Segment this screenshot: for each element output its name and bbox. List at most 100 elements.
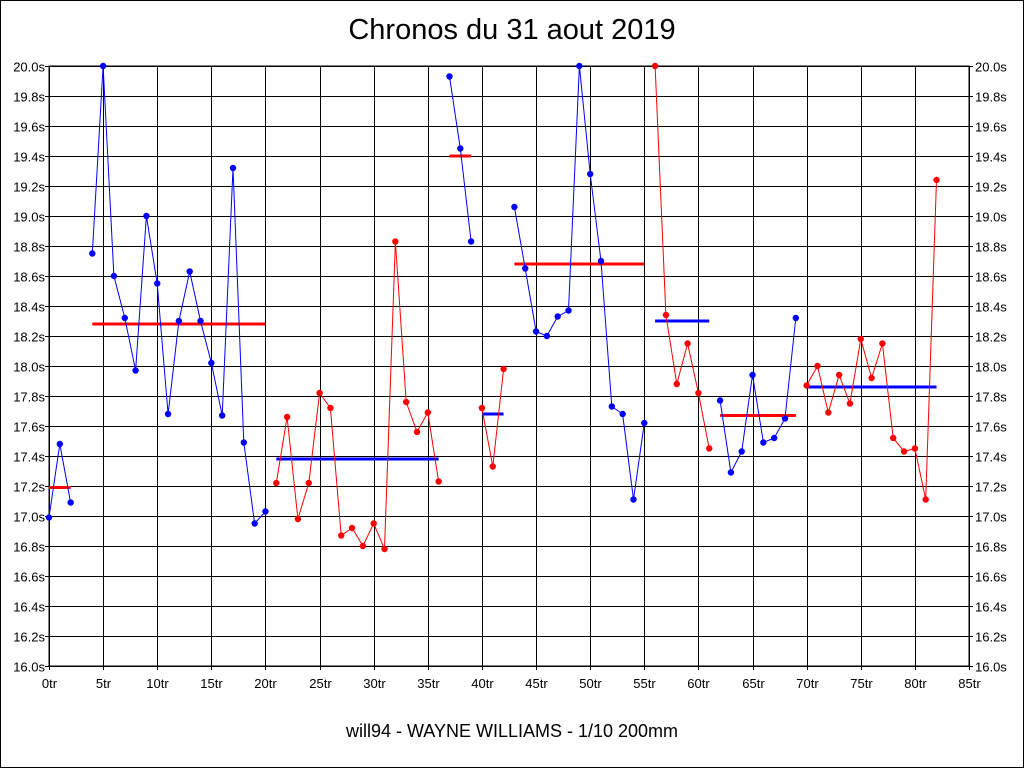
series-line xyxy=(513,65,645,500)
data-point xyxy=(424,409,432,416)
data-point xyxy=(522,265,529,272)
data-point xyxy=(89,250,96,257)
y-tick-label: 17.0s xyxy=(13,510,45,525)
y-tick-label: 18.2s xyxy=(13,330,45,345)
y-tick-label: 18.0s xyxy=(13,360,45,375)
y-tick-label: 16.4s xyxy=(13,600,45,615)
y-tick-label-right: 19.2s xyxy=(975,180,1007,195)
data-point xyxy=(121,314,128,322)
y-tick-label: 18.6s xyxy=(13,270,45,285)
data-point xyxy=(890,434,897,442)
data-point xyxy=(446,73,453,80)
data-point xyxy=(803,382,810,389)
x-tick-label: 5tr xyxy=(96,676,112,691)
y-tick-label: 17.4s xyxy=(13,450,45,465)
data-point xyxy=(922,496,929,503)
y-tick-label: 19.8s xyxy=(13,90,45,105)
data-point xyxy=(500,365,507,373)
data-point xyxy=(348,524,356,532)
data-point xyxy=(706,445,713,452)
tick-labels-layer: 16.0s 16.0s 16.2s 16.2s 16.4s 16.4s 16.6s 16.6s… xyxy=(13,60,1007,692)
data-point xyxy=(662,311,670,319)
data-point xyxy=(110,272,118,280)
y-tick-label: 17.6s xyxy=(13,420,45,435)
data-point xyxy=(586,170,594,178)
data-point xyxy=(641,419,648,427)
data-point xyxy=(554,313,561,320)
y-tick-label-right: 19.4s xyxy=(975,150,1007,165)
data-point xyxy=(716,397,724,404)
x-tick-label: 50tr xyxy=(579,676,602,691)
y-tick-label-right: 16.2s xyxy=(975,630,1007,645)
y-tick-label-right: 19.6s xyxy=(975,120,1007,135)
data-point xyxy=(727,469,735,476)
data-point xyxy=(359,542,367,550)
data-point xyxy=(99,62,107,70)
y-tick-label-right: 18.6s xyxy=(975,270,1007,285)
data-point xyxy=(132,367,139,374)
x-tick-label: 85tr xyxy=(958,676,981,691)
data-point xyxy=(208,359,215,367)
y-tick-label: 19.6s xyxy=(13,120,45,135)
x-tick-label: 75tr xyxy=(850,676,873,691)
series-line xyxy=(48,443,72,518)
data-point xyxy=(911,445,919,452)
data-point xyxy=(673,380,680,388)
x-tick-label: 35tr xyxy=(417,676,440,691)
y-tick-label: 19.4s xyxy=(13,150,45,165)
y-tick-label: 18.8s xyxy=(13,240,45,255)
data-point xyxy=(402,398,410,406)
data-point xyxy=(532,328,540,335)
data-point xyxy=(846,400,854,407)
x-tick-label: 40tr xyxy=(471,676,494,691)
data-point xyxy=(67,499,74,506)
data-point xyxy=(835,371,843,379)
x-tick-label: 20tr xyxy=(254,676,277,691)
data-point xyxy=(197,317,204,325)
data-point xyxy=(229,164,237,172)
y-tick-label-right: 19.8s xyxy=(975,90,1007,105)
data-point xyxy=(467,238,475,245)
series-line xyxy=(481,368,505,467)
data-point xyxy=(738,448,745,455)
y-tick-label-right: 17.8s xyxy=(975,390,1007,405)
x-tick-label: 30tr xyxy=(363,676,386,691)
data-point xyxy=(597,257,605,265)
data-point xyxy=(143,212,150,220)
y-tick-label-right: 17.6s xyxy=(975,420,1007,435)
data-point xyxy=(218,412,226,419)
y-tick-label: 16.2s xyxy=(13,630,45,645)
data-point xyxy=(316,389,323,397)
data-point xyxy=(338,532,345,539)
data-point xyxy=(392,238,399,245)
data-point xyxy=(175,317,183,325)
y-tick-label-right: 17.0s xyxy=(975,510,1007,525)
y-tick-label: 18.4s xyxy=(13,300,45,315)
data-point xyxy=(489,463,496,470)
data-point xyxy=(760,439,767,446)
y-tick-label: 19.2s xyxy=(13,180,45,195)
data-point xyxy=(749,371,756,379)
data-point xyxy=(770,434,778,442)
data-point xyxy=(684,340,691,347)
x-tick-label: 15tr xyxy=(200,676,223,691)
data-point xyxy=(251,520,258,527)
y-tick-label: 20.0s xyxy=(13,60,45,75)
x-tick-label: 0tr xyxy=(42,676,58,691)
y-tick-label: 16.8s xyxy=(13,540,45,555)
y-tick-label-right: 16.6s xyxy=(975,570,1007,585)
series-line xyxy=(719,317,797,475)
data-point xyxy=(857,335,864,343)
data-point xyxy=(651,62,659,70)
data-point xyxy=(262,508,269,515)
y-tick-label: 16.0s xyxy=(13,660,45,675)
data-point xyxy=(294,515,302,523)
data-point xyxy=(435,478,442,485)
data-point xyxy=(186,268,193,275)
data-point xyxy=(413,428,421,436)
y-tick-label-right: 20.0s xyxy=(975,60,1007,75)
data-point xyxy=(576,62,583,70)
chart-subtitle: will94 - WAYNE WILLIAMS - 1/10 200mm xyxy=(345,721,679,741)
data-point xyxy=(814,362,821,370)
